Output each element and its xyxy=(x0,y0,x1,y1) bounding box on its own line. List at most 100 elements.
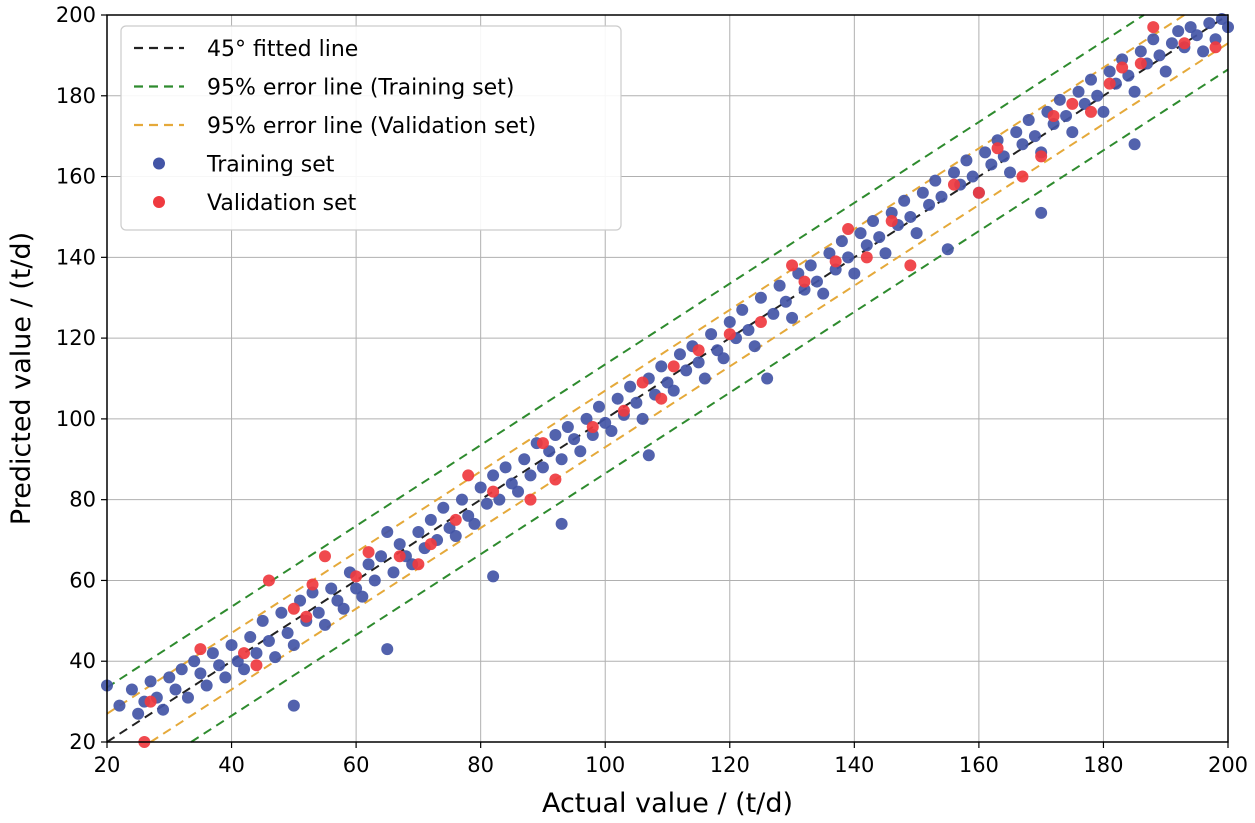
training-point xyxy=(574,445,587,458)
y-tick-label: 180 xyxy=(56,84,96,108)
validation-point xyxy=(1209,41,1222,54)
legend-validation-set-label: Validation set xyxy=(207,191,357,216)
training-point xyxy=(281,626,294,639)
validation-point xyxy=(1016,170,1029,183)
training-point xyxy=(318,618,331,631)
training-point xyxy=(169,683,182,696)
x-tick-label: 200 xyxy=(1208,753,1248,777)
training-point xyxy=(754,291,767,304)
validation-point xyxy=(786,259,799,272)
axis-ticks: 20 40 60 80 100 120 140 160 180 200 20 40 60 80 100 120… xyxy=(56,3,1248,777)
training-point xyxy=(262,635,275,648)
training-point xyxy=(555,517,568,530)
validation-point xyxy=(238,647,251,660)
training-point xyxy=(381,643,394,656)
training-point xyxy=(175,663,188,676)
training-point xyxy=(1010,126,1023,139)
training-point xyxy=(1016,138,1029,151)
training-point xyxy=(1035,206,1048,219)
training-point xyxy=(854,227,867,240)
training-point xyxy=(997,150,1010,163)
validation-point xyxy=(144,695,157,708)
training-point xyxy=(624,380,637,393)
training-point xyxy=(194,667,207,680)
training-point xyxy=(213,659,226,672)
training-point xyxy=(287,699,300,712)
training-point xyxy=(1072,85,1085,98)
training-point xyxy=(393,538,406,551)
training-point xyxy=(1103,65,1116,78)
legend-box xyxy=(120,25,622,231)
training-point xyxy=(842,251,855,264)
validation-point xyxy=(287,602,300,615)
training-point xyxy=(904,210,917,223)
training-point xyxy=(568,433,581,446)
training-point xyxy=(437,501,450,514)
training-point xyxy=(786,311,799,324)
training-point xyxy=(1004,166,1017,179)
training-point xyxy=(524,469,537,482)
validation-point xyxy=(449,513,462,526)
validation-point xyxy=(318,550,331,563)
validation-point xyxy=(362,546,375,559)
training-point xyxy=(381,525,394,538)
training-point xyxy=(979,146,992,159)
training-point xyxy=(580,412,593,425)
training-point xyxy=(543,445,556,458)
training-point xyxy=(1165,37,1178,50)
training-point xyxy=(132,707,145,720)
validation-point xyxy=(798,275,811,288)
validation-point xyxy=(1035,150,1048,163)
training-point xyxy=(493,493,506,506)
training-point xyxy=(188,655,201,668)
training-point xyxy=(779,295,792,308)
training-point xyxy=(1060,109,1073,122)
validation-point xyxy=(991,142,1004,155)
training-point xyxy=(362,558,375,571)
validation-point xyxy=(412,558,425,571)
training-point xyxy=(499,461,512,474)
x-tick-label: 120 xyxy=(710,753,750,777)
validation-point xyxy=(194,643,207,656)
training-point xyxy=(157,703,170,716)
training-point xyxy=(250,647,263,660)
training-point xyxy=(1215,13,1228,26)
validation-point xyxy=(1134,57,1147,70)
training-point xyxy=(923,198,936,211)
training-point xyxy=(736,303,749,316)
legend-training-set-label: Training set xyxy=(206,153,335,178)
training-point xyxy=(698,372,711,385)
training-point xyxy=(256,614,269,627)
validation-point xyxy=(536,437,549,450)
validation-point xyxy=(300,610,313,623)
training-point xyxy=(219,671,232,684)
y-tick-label: 40 xyxy=(69,649,96,673)
training-point xyxy=(1053,93,1066,106)
training-point xyxy=(468,517,481,530)
validation-point xyxy=(462,469,475,482)
y-tick-label: 60 xyxy=(69,568,96,592)
x-tick-label: 160 xyxy=(959,753,999,777)
training-point xyxy=(561,420,574,433)
training-point xyxy=(705,328,718,341)
training-point xyxy=(810,275,823,288)
training-point xyxy=(1128,138,1141,151)
validation-point xyxy=(306,578,319,591)
y-tick-label: 140 xyxy=(56,245,96,269)
training-point xyxy=(1153,49,1166,62)
training-point xyxy=(368,574,381,587)
training-point xyxy=(181,691,194,704)
training-point xyxy=(1097,105,1110,118)
training-point xyxy=(692,356,705,369)
training-point xyxy=(449,530,462,543)
training-point xyxy=(630,396,643,409)
x-tick-label: 60 xyxy=(343,753,370,777)
training-point xyxy=(848,267,861,280)
training-point xyxy=(680,364,693,377)
x-tick-label: 100 xyxy=(585,753,625,777)
validation-point xyxy=(667,360,680,373)
training-point xyxy=(287,639,300,652)
validation-point xyxy=(692,344,705,357)
training-point xyxy=(1022,114,1035,127)
